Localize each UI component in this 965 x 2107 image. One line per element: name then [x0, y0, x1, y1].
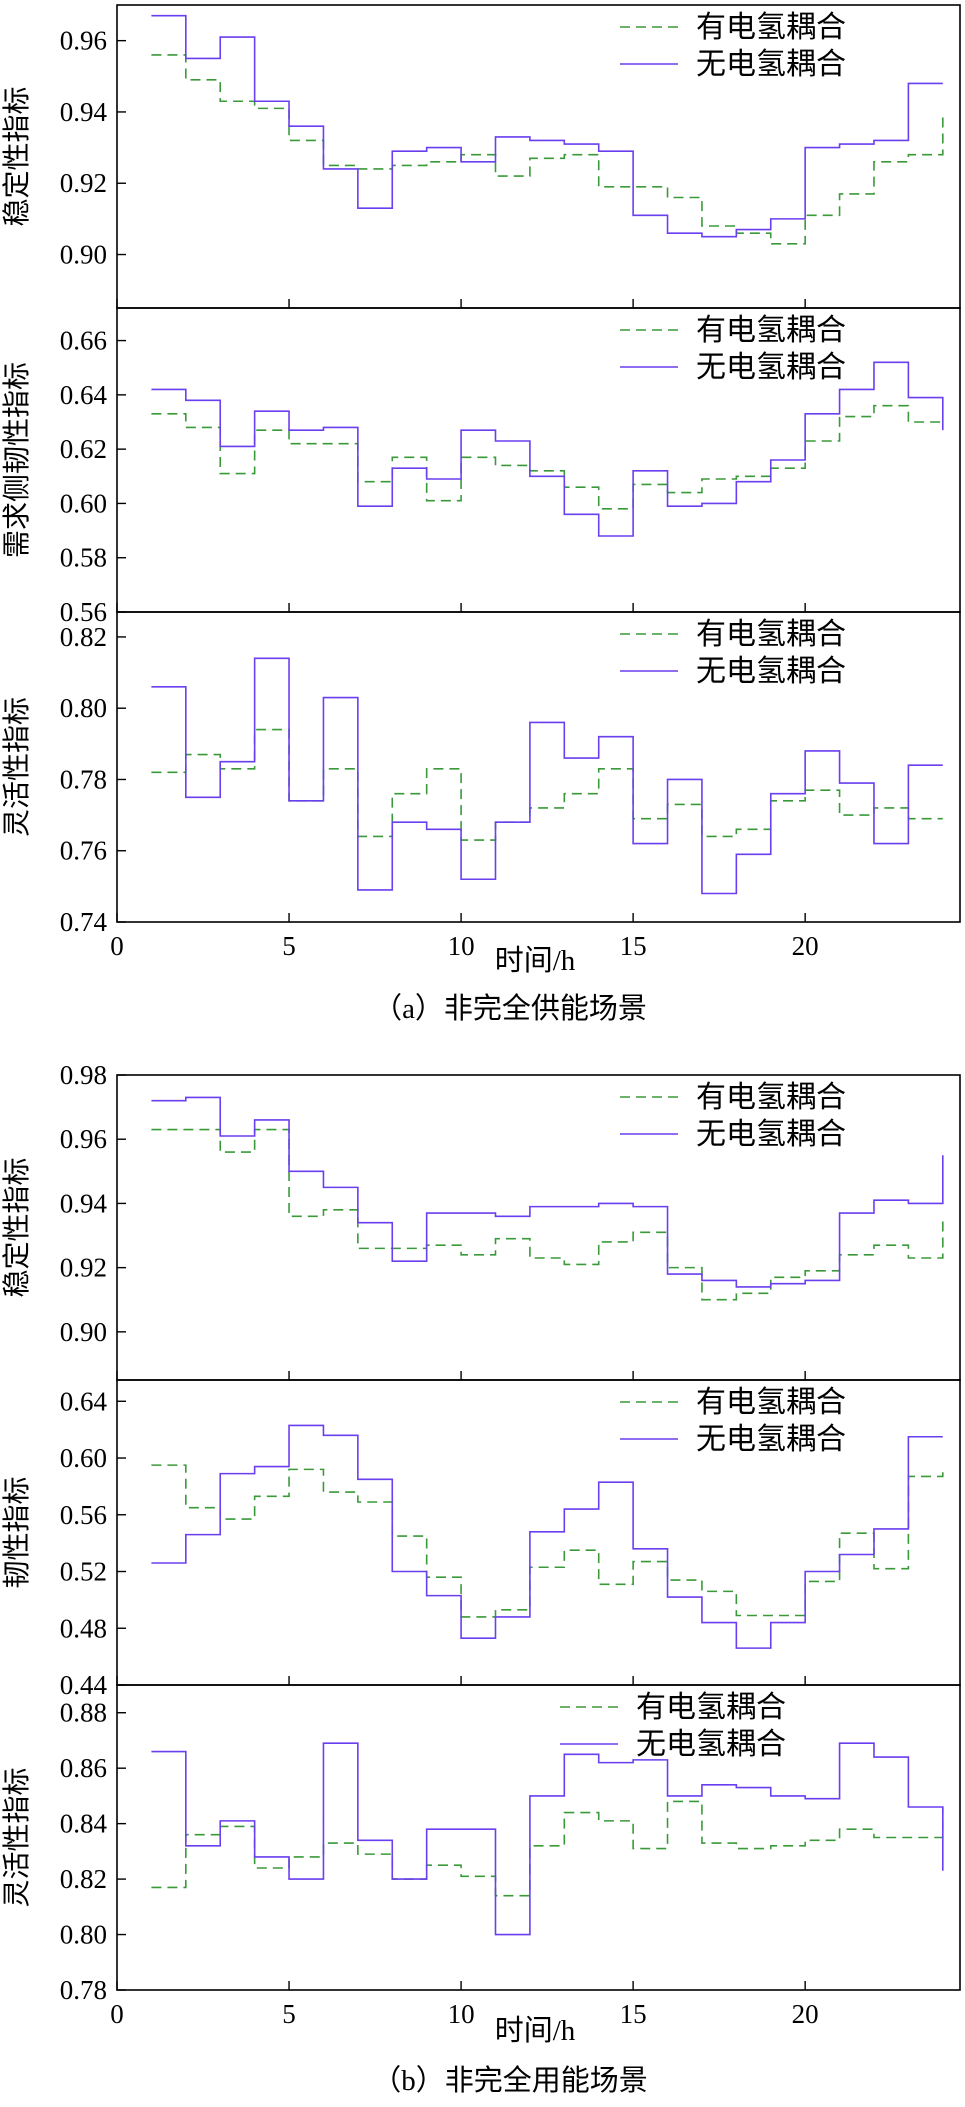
y-axis-label: 灵活性指标 — [1, 1767, 33, 1907]
y-tick-label: 0.90 — [60, 1317, 107, 1347]
x-tick-label: 0 — [110, 931, 124, 961]
legend-label-with: 有电氢耦合 — [696, 314, 846, 347]
y-tick-label: 0.64 — [60, 1386, 108, 1416]
series-with-coupling — [151, 54, 944, 245]
legend-label-without: 无电氢耦合 — [696, 655, 846, 688]
legend-label-with: 有电氢耦合 — [636, 1691, 786, 1724]
y-tick-label: 0.66 — [60, 326, 107, 356]
y-tick-label: 0.98 — [60, 1060, 107, 1090]
x-tick-label: 0 — [110, 1999, 124, 2029]
legend-label-with: 有电氢耦合 — [696, 11, 846, 44]
legend-label-without: 无电氢耦合 — [636, 1728, 786, 1761]
x-tick-label: 5 — [282, 931, 296, 961]
legend-label-with: 有电氢耦合 — [696, 1081, 846, 1114]
x-tick-label: 20 — [792, 1999, 819, 2029]
chart-panel-2: 0.56 0.58 0.60 0.62 0.64 0.66 需求侧韧性指标 有电氢耦合无电氢耦… — [1, 307, 961, 627]
y-tick-label: 0.90 — [60, 240, 107, 270]
y-tick-label: 0.74 — [60, 907, 108, 937]
series-with-coupling — [151, 1464, 944, 1618]
series-with-coupling — [151, 728, 943, 841]
x-tick-label: 10 — [448, 931, 475, 961]
y-tick-label: 0.56 — [60, 1500, 107, 1530]
series-without-coupling — [151, 1424, 943, 1649]
y-axis-label: 稳定性指标 — [1, 1157, 33, 1297]
plot-frame — [116, 611, 961, 923]
y-tick-label: 0.80 — [60, 1920, 107, 1950]
chart-panel-6: 0 5 10 15 20 0.78 0.80 0.82 0.84 0.86 0.88 灵活性指标 有电氢… — [1, 1684, 961, 2029]
y-tick-label: 0.88 — [60, 1698, 107, 1728]
y-tick-label: 0.60 — [60, 1443, 107, 1473]
y-tick-label: 0.92 — [60, 1253, 107, 1283]
series-without-coupling — [151, 1096, 944, 1288]
y-tick-label: 0.94 — [60, 97, 108, 127]
xlabel-b: 时间/h — [495, 2014, 576, 2047]
x-tick-label: 15 — [620, 931, 647, 961]
series-without-coupling — [151, 14, 943, 238]
series-with-coupling — [151, 1800, 944, 1897]
chart-panel-3: 0 5 10 15 20 0.74 0.76 0.78 0.80 0.82 灵活性指标 有电氢耦合无电… — [1, 611, 961, 961]
y-tick-label: 0.82 — [60, 1864, 107, 1894]
y-tick-label: 0.52 — [60, 1557, 107, 1587]
y-tick-label: 0.58 — [60, 543, 107, 573]
y-tick-label: 0.82 — [60, 622, 107, 652]
caption-a: （a）非完全供能场景 — [373, 992, 647, 1025]
y-tick-label: 0.80 — [60, 693, 107, 723]
series-with-coupling — [151, 404, 943, 510]
legend-label-without: 无电氢耦合 — [696, 1423, 846, 1456]
y-tick-label: 0.48 — [60, 1613, 107, 1643]
series-without-coupling — [151, 361, 944, 537]
x-tick-label: 15 — [620, 1999, 647, 2029]
y-tick-label: 0.96 — [60, 1124, 107, 1154]
y-tick-label: 0.78 — [60, 1975, 107, 2005]
y-tick-label: 0.62 — [60, 434, 107, 464]
legend-label-with: 有电氢耦合 — [696, 1386, 846, 1419]
y-tick-label: 0.96 — [60, 26, 107, 56]
legend-label-with: 有电氢耦合 — [696, 618, 846, 651]
series-without-coupling — [151, 657, 943, 895]
y-tick-label: 0.60 — [60, 488, 107, 518]
caption-b: （b）非完全用能场景 — [372, 2064, 648, 2097]
legend-label-without: 无电氢耦合 — [696, 48, 846, 81]
plot-frame — [116, 1684, 961, 1991]
y-axis-label: 灵活性指标 — [1, 697, 33, 837]
y-tick-label: 0.84 — [60, 1809, 108, 1839]
series-with-coupling — [151, 1128, 944, 1301]
y-tick-label: 0.92 — [60, 168, 107, 198]
y-tick-label: 0.56 — [60, 597, 107, 627]
x-tick-label: 20 — [792, 931, 819, 961]
y-tick-label: 0.94 — [60, 1188, 108, 1218]
xlabel-a: 时间/h — [495, 944, 576, 977]
y-axis-label: 需求侧韧性指标 — [1, 362, 33, 558]
y-axis-label: 韧性指标 — [1, 1476, 33, 1588]
y-tick-label: 0.76 — [60, 836, 107, 866]
panels: 0.900.920.940.96稳定性指标有电氢耦合无电氢耦合0.560.580… — [1, 4, 961, 2029]
x-tick-label: 10 — [448, 1999, 475, 2029]
y-tick-label: 0.64 — [60, 380, 108, 410]
legend-label-without: 无电氢耦合 — [696, 351, 846, 384]
legend-label-without: 无电氢耦合 — [696, 1118, 846, 1151]
y-axis-label: 稳定性指标 — [1, 86, 33, 226]
x-tick-label: 5 — [282, 1999, 296, 2029]
y-tick-label: 0.78 — [60, 764, 107, 794]
y-tick-label: 0.44 — [60, 1670, 108, 1700]
y-tick-label: 0.86 — [60, 1753, 107, 1783]
series-without-coupling — [151, 1742, 944, 1936]
